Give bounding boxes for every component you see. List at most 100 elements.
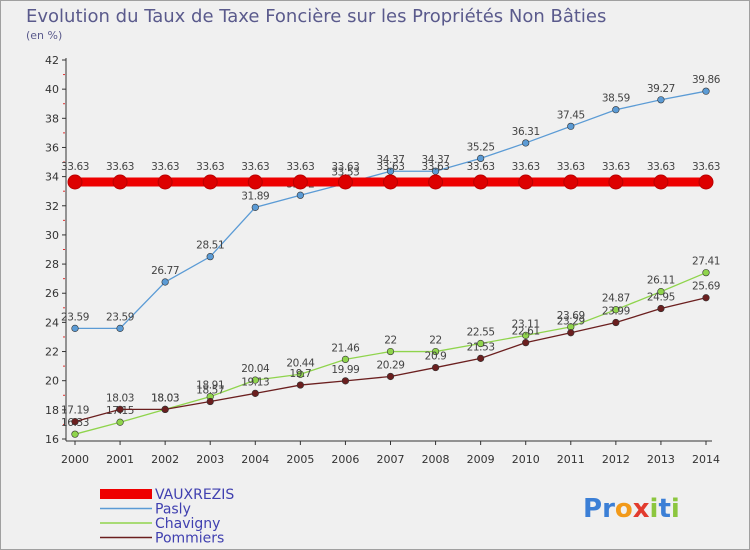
data-point (431, 347, 440, 356)
logo-letter: i (671, 494, 680, 524)
data-label: 33.63 (286, 161, 314, 173)
y-tick-label: 16 (45, 433, 59, 446)
data-point (71, 430, 79, 438)
data-label: 39.27 (647, 83, 675, 95)
data-point (383, 174, 398, 190)
data-label: 21.53 (467, 341, 495, 353)
x-tick-label: 2006 (331, 453, 359, 466)
data-point (657, 96, 665, 104)
data-point (337, 174, 353, 190)
data-label: 23.11 (512, 318, 540, 330)
data-label: 33.63 (106, 161, 134, 173)
data-label: 39.86 (692, 74, 721, 86)
series-chavigny: 16.3317.1518.0318.9120.0420.4421.4622222… (61, 256, 720, 438)
data-label: 22 (429, 335, 442, 347)
logo-letter: t (658, 494, 670, 524)
data-label: 37.45 (557, 109, 585, 121)
data-label: 22 (384, 335, 397, 347)
data-label: 33.63 (376, 161, 404, 173)
x-tick-label: 2007 (377, 453, 405, 466)
data-label: 20.44 (286, 357, 315, 369)
data-point (612, 106, 620, 114)
x-tick-label: 2008 (422, 453, 450, 466)
data-point (67, 174, 83, 190)
data-point (251, 389, 259, 397)
data-label: 35.25 (467, 141, 495, 153)
data-label: 18.57 (196, 385, 224, 397)
x-tick-label: 2013 (647, 453, 675, 466)
data-point (612, 318, 620, 327)
y-tick-label: 20 (45, 375, 59, 388)
data-point (251, 203, 259, 211)
data-label: 18.03 (151, 392, 179, 404)
data-label: 33.63 (61, 161, 89, 173)
series-pommiers: 17.19 18.03 18.03 18.57 19.13 19.7 19.99 20.29 2… (61, 281, 720, 426)
x-tick-label: 2009 (467, 453, 495, 466)
y-tick-label: 38 (45, 112, 59, 125)
data-point (567, 329, 575, 337)
proxiti-logo: Proxiti (583, 494, 680, 524)
data-point (428, 174, 444, 190)
data-label: 23.59 (61, 311, 89, 323)
data-label: 33.63 (602, 161, 630, 173)
data-label: 22.55 (467, 327, 495, 339)
data-point (522, 339, 530, 347)
legend-label-pommiers: Pommiers (155, 531, 224, 547)
data-label: 34.37 (376, 154, 404, 166)
data-point (292, 174, 308, 190)
data-point (112, 174, 128, 190)
data-label: 33.53 (331, 166, 359, 178)
data-point (473, 174, 489, 190)
data-label: 21.46 (331, 342, 360, 354)
data-label: 23.59 (106, 311, 134, 323)
data-label: 23.29 (557, 316, 585, 328)
data-point (386, 347, 395, 356)
x-tick-label: 2014 (692, 453, 720, 466)
series-vauxrezis: 33.63 33.63 33.63 33.63 33.63 33.63 33.63 33.63… (61, 161, 720, 190)
data-label: 18.91 (196, 380, 224, 392)
data-point (116, 418, 124, 426)
logo-letter: P (583, 494, 602, 524)
data-label: 25.69 (692, 281, 720, 293)
y-tick-label: 42 (45, 54, 59, 67)
data-label: 18.03 (151, 392, 179, 404)
y-tick-label: 26 (45, 287, 59, 300)
chart-subtitle: (en %) (26, 29, 62, 42)
data-point (341, 355, 350, 364)
data-label: 33.63 (331, 161, 359, 173)
data-point (653, 174, 669, 190)
x-tick-label: 2001 (106, 453, 134, 466)
y-tick-label: 40 (45, 83, 59, 96)
x-tick-label: 2003 (196, 453, 224, 466)
x-tick-label: 2005 (286, 453, 314, 466)
data-label: 34.37 (422, 154, 450, 166)
data-label: 23.99 (602, 306, 630, 318)
data-label: 33.63 (151, 161, 179, 173)
data-point (296, 191, 304, 199)
data-label: 24.95 (647, 292, 675, 304)
data-label: 28.51 (196, 240, 224, 252)
y-tick-label: 24 (45, 316, 59, 329)
data-label: 24.87 (602, 293, 630, 305)
logo-letter: i (650, 494, 659, 524)
data-point (386, 372, 395, 381)
data-label: 20.04 (241, 363, 270, 375)
data-label: 27.41 (692, 256, 720, 268)
data-label: 26.77 (151, 265, 179, 277)
data-point (157, 174, 173, 190)
data-label: 33.63 (692, 161, 720, 173)
data-point (477, 354, 485, 362)
data-label: 33.63 (196, 161, 224, 173)
y-tick-label: 34 (45, 171, 59, 184)
chart-title: Evolution du Taux de Taxe Foncière sur l… (26, 6, 606, 27)
data-label: 33.63 (557, 161, 585, 173)
data-point (702, 294, 710, 302)
data-point (522, 139, 530, 147)
data-point (477, 339, 485, 348)
data-label: 20.29 (376, 359, 404, 371)
data-point (71, 324, 79, 332)
data-point (518, 174, 534, 190)
data-label: 33.63 (241, 161, 269, 173)
data-point (702, 269, 710, 277)
data-label: 36.31 (512, 126, 540, 138)
